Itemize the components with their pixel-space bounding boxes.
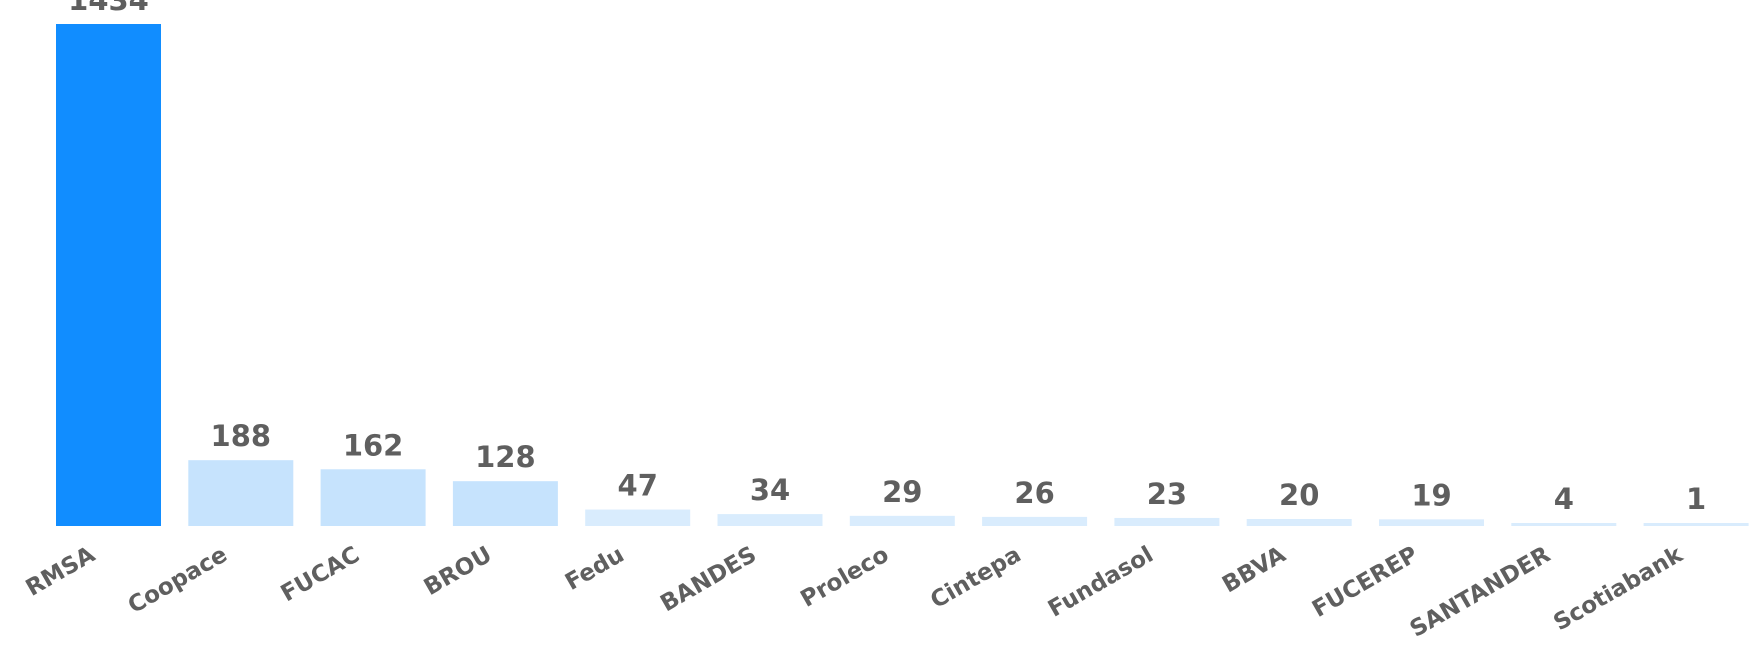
bars-group [56, 24, 1749, 526]
value-label-bbva: 20 [1279, 478, 1319, 512]
x-tick-label-coopace: Coopace [124, 542, 232, 619]
x-tick-label-bbva: BBVA [1218, 542, 1290, 599]
x-tick-label-proleco: Proleco [796, 542, 893, 613]
value-label-cintepa: 26 [1014, 476, 1054, 510]
value-label-fedu: 47 [618, 469, 658, 503]
value-labels-group: 1434 188 162 128 47 34 29 26 23 20 19 4 1 [68, 0, 1706, 516]
value-label-brou: 128 [475, 440, 536, 474]
x-tick-label-santander: SANTANDER [1406, 542, 1555, 643]
bar-fucac[interactable] [320, 469, 426, 526]
bar-bbva[interactable] [1246, 518, 1352, 526]
x-tick-label-fucerep: FUCEREP [1308, 542, 1423, 623]
value-label-fucerep: 19 [1411, 478, 1451, 512]
value-label-coopace: 188 [211, 419, 272, 453]
x-tick-label-fucac: FUCAC [277, 542, 364, 607]
bar-santander[interactable] [1511, 523, 1617, 526]
bar-coopace[interactable] [188, 460, 294, 526]
bar-bandes[interactable] [717, 514, 823, 526]
bar-fedu[interactable] [585, 509, 691, 526]
bar-fundasol[interactable] [1114, 517, 1220, 526]
value-label-fundasol: 23 [1147, 477, 1187, 511]
bar-cintepa[interactable] [982, 516, 1088, 526]
bar-fucerep[interactable] [1379, 519, 1484, 526]
x-tick-label-scotiabank: Scotiabank [1549, 541, 1687, 636]
bar-proleco[interactable] [849, 515, 955, 526]
bar-brou[interactable] [452, 481, 558, 526]
x-tick-label-fedu: Fedu [561, 542, 629, 596]
x-tick-label-fundasol: Fundasol [1044, 542, 1158, 623]
value-label-proleco: 29 [882, 475, 922, 509]
value-label-scotiabank: 1 [1686, 482, 1706, 516]
bar-rmsa[interactable] [56, 24, 161, 526]
value-label-santander: 4 [1554, 482, 1574, 516]
x-tick-label-brou: BROU [420, 542, 497, 601]
x-axis-tick-labels: RMSA Coopace FUCAC BROU Fedu BANDES Proleco Cin… [22, 541, 1688, 642]
x-tick-label-cintepa: Cintepa [926, 542, 1025, 614]
value-label-rmsa: 1434 [68, 0, 149, 17]
value-label-fucac: 162 [343, 428, 404, 462]
bar-scotiabank[interactable] [1643, 523, 1749, 526]
value-label-bandes: 34 [750, 473, 790, 507]
x-tick-label-bandes: BANDES [656, 542, 761, 617]
x-tick-label-rmsa: RMSA [22, 542, 100, 602]
